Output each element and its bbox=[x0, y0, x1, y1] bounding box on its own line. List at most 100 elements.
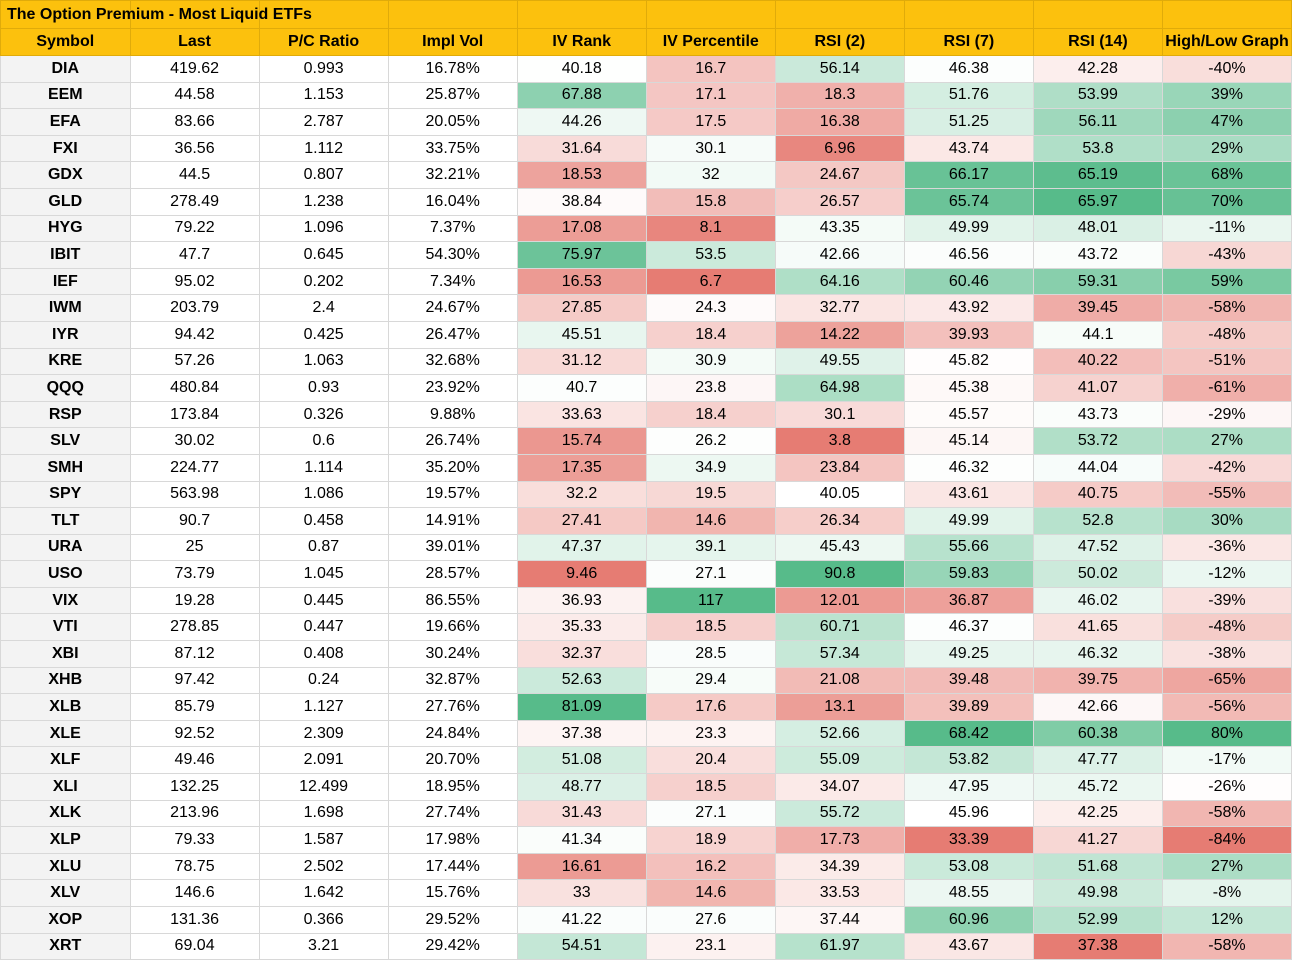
rsi-14-cell[interactable]: 53.72 bbox=[1032, 427, 1163, 455]
iv-percentile-cell[interactable]: 23.8 bbox=[645, 374, 776, 402]
iv-percentile-cell[interactable]: 18.5 bbox=[645, 773, 776, 801]
iv-rank-cell[interactable]: 81.09 bbox=[516, 693, 647, 721]
iv-percentile-cell[interactable]: 16.2 bbox=[645, 852, 776, 881]
rsi-14-cell[interactable]: 41.65 bbox=[1032, 613, 1163, 642]
pc-ratio-cell[interactable]: 12.499 bbox=[258, 773, 389, 801]
iv-rank-cell[interactable]: 17.08 bbox=[516, 214, 647, 243]
last-cell[interactable]: 94.42 bbox=[129, 320, 260, 349]
title-empty-cell[interactable] bbox=[1032, 0, 1163, 29]
last-cell[interactable]: 213.96 bbox=[129, 799, 260, 828]
iv-percentile-cell[interactable]: 24.3 bbox=[645, 294, 776, 322]
iv-percentile-cell[interactable]: 16.7 bbox=[645, 55, 776, 83]
symbol-cell[interactable]: EFA bbox=[0, 108, 131, 136]
iv-percentile-cell[interactable]: 117 bbox=[645, 586, 776, 615]
symbol-cell[interactable]: XLV bbox=[0, 879, 131, 907]
pc-ratio-cell[interactable]: 1.114 bbox=[258, 453, 389, 482]
rsi-14-cell[interactable]: 42.28 bbox=[1032, 55, 1163, 83]
rsi-2-cell[interactable]: 14.22 bbox=[774, 320, 905, 349]
rsi-2-cell[interactable]: 34.07 bbox=[774, 773, 905, 801]
iv-percentile-cell[interactable]: 17.5 bbox=[645, 108, 776, 136]
rsi-14-cell[interactable]: 41.07 bbox=[1032, 374, 1163, 402]
high-low-cell[interactable]: 27% bbox=[1161, 427, 1292, 455]
last-cell[interactable]: 73.79 bbox=[129, 560, 260, 588]
column-header-symbol[interactable]: Symbol bbox=[0, 28, 131, 56]
high-low-cell[interactable]: -17% bbox=[1161, 746, 1292, 775]
symbol-cell[interactable]: KRE bbox=[0, 347, 131, 376]
last-cell[interactable]: 95.02 bbox=[129, 267, 260, 296]
rsi-2-cell[interactable]: 52.66 bbox=[774, 719, 905, 748]
impl-vol-cell[interactable]: 35.20% bbox=[387, 453, 518, 482]
impl-vol-cell[interactable]: 7.37% bbox=[387, 214, 518, 243]
title-empty-cell[interactable] bbox=[1161, 0, 1292, 29]
high-low-cell[interactable]: -48% bbox=[1161, 613, 1292, 642]
last-cell[interactable]: 173.84 bbox=[129, 400, 260, 429]
iv-percentile-cell[interactable]: 19.5 bbox=[645, 480, 776, 509]
rsi-14-cell[interactable]: 46.32 bbox=[1032, 640, 1163, 668]
iv-percentile-cell[interactable]: 30.9 bbox=[645, 347, 776, 376]
rsi-7-cell[interactable]: 45.38 bbox=[903, 374, 1034, 402]
rsi-2-cell[interactable]: 17.73 bbox=[774, 826, 905, 854]
symbol-cell[interactable]: IBIT bbox=[0, 241, 131, 269]
rsi-2-cell[interactable]: 55.72 bbox=[774, 799, 905, 828]
rsi-14-cell[interactable]: 41.27 bbox=[1032, 826, 1163, 854]
high-low-cell[interactable]: -51% bbox=[1161, 347, 1292, 376]
impl-vol-cell[interactable]: 18.95% bbox=[387, 773, 518, 801]
iv-percentile-cell[interactable]: 6.7 bbox=[645, 267, 776, 296]
rsi-14-cell[interactable]: 60.38 bbox=[1032, 719, 1163, 748]
rsi-7-cell[interactable]: 49.99 bbox=[903, 507, 1034, 535]
pc-ratio-cell[interactable]: 0.458 bbox=[258, 507, 389, 535]
pc-ratio-cell[interactable]: 1.112 bbox=[258, 134, 389, 163]
pc-ratio-cell[interactable]: 0.425 bbox=[258, 320, 389, 349]
impl-vol-cell[interactable]: 19.66% bbox=[387, 613, 518, 642]
symbol-cell[interactable]: IEF bbox=[0, 267, 131, 296]
rsi-14-cell[interactable]: 56.11 bbox=[1032, 108, 1163, 136]
symbol-cell[interactable]: SPY bbox=[0, 480, 131, 509]
rsi-14-cell[interactable]: 50.02 bbox=[1032, 560, 1163, 588]
rsi-7-cell[interactable]: 46.32 bbox=[903, 453, 1034, 482]
title-empty-cell[interactable] bbox=[774, 0, 905, 29]
rsi-7-cell[interactable]: 49.99 bbox=[903, 214, 1034, 243]
iv-rank-cell[interactable]: 36.93 bbox=[516, 586, 647, 615]
pc-ratio-cell[interactable]: 0.87 bbox=[258, 533, 389, 562]
symbol-cell[interactable]: SMH bbox=[0, 453, 131, 482]
rsi-14-cell[interactable]: 47.77 bbox=[1032, 746, 1163, 775]
rsi-14-cell[interactable]: 65.97 bbox=[1032, 187, 1163, 216]
pc-ratio-cell[interactable]: 0.447 bbox=[258, 613, 389, 642]
rsi-2-cell[interactable]: 18.3 bbox=[774, 81, 905, 110]
rsi-7-cell[interactable]: 46.56 bbox=[903, 241, 1034, 269]
rsi-14-cell[interactable]: 44.04 bbox=[1032, 453, 1163, 482]
impl-vol-cell[interactable]: 17.44% bbox=[387, 852, 518, 881]
iv-rank-cell[interactable]: 75.97 bbox=[516, 241, 647, 269]
last-cell[interactable]: 79.33 bbox=[129, 826, 260, 854]
rsi-2-cell[interactable]: 26.57 bbox=[774, 187, 905, 216]
iv-rank-cell[interactable]: 52.63 bbox=[516, 666, 647, 695]
symbol-cell[interactable]: HYG bbox=[0, 214, 131, 243]
pc-ratio-cell[interactable]: 0.326 bbox=[258, 400, 389, 429]
impl-vol-cell[interactable]: 39.01% bbox=[387, 533, 518, 562]
rsi-2-cell[interactable]: 49.55 bbox=[774, 347, 905, 376]
last-cell[interactable]: 44.5 bbox=[129, 161, 260, 189]
last-cell[interactable]: 57.26 bbox=[129, 347, 260, 376]
title-empty-cell[interactable] bbox=[387, 0, 518, 29]
rsi-7-cell[interactable]: 47.95 bbox=[903, 773, 1034, 801]
pc-ratio-cell[interactable]: 1.153 bbox=[258, 81, 389, 110]
pc-ratio-cell[interactable]: 0.6 bbox=[258, 427, 389, 455]
iv-rank-cell[interactable]: 47.37 bbox=[516, 533, 647, 562]
high-low-cell[interactable]: -58% bbox=[1161, 799, 1292, 828]
rsi-7-cell[interactable]: 36.87 bbox=[903, 586, 1034, 615]
symbol-cell[interactable]: XLE bbox=[0, 719, 131, 748]
rsi-14-cell[interactable]: 46.02 bbox=[1032, 586, 1163, 615]
rsi-2-cell[interactable]: 40.05 bbox=[774, 480, 905, 509]
pc-ratio-cell[interactable]: 3.21 bbox=[258, 932, 389, 961]
rsi-2-cell[interactable]: 43.35 bbox=[774, 214, 905, 243]
high-low-cell[interactable]: -58% bbox=[1161, 294, 1292, 322]
symbol-cell[interactable]: XLF bbox=[0, 746, 131, 775]
rsi-7-cell[interactable]: 59.83 bbox=[903, 560, 1034, 588]
iv-rank-cell[interactable]: 45.51 bbox=[516, 320, 647, 349]
impl-vol-cell[interactable]: 32.87% bbox=[387, 666, 518, 695]
rsi-2-cell[interactable]: 21.08 bbox=[774, 666, 905, 695]
high-low-cell[interactable]: -39% bbox=[1161, 586, 1292, 615]
high-low-cell[interactable]: 80% bbox=[1161, 719, 1292, 748]
iv-percentile-cell[interactable]: 20.4 bbox=[645, 746, 776, 775]
iv-rank-cell[interactable]: 44.26 bbox=[516, 108, 647, 136]
